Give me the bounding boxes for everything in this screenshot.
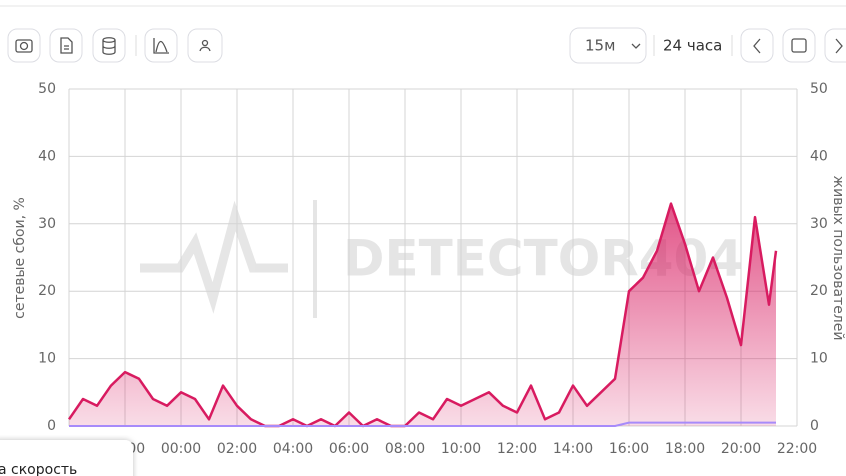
prev-button[interactable] (740, 28, 774, 63)
icon (631, 43, 641, 49)
x-tick-label: 16:00 (609, 441, 649, 457)
popup-text: а скорость (0, 462, 77, 476)
x-tick-label: 18:00 (665, 441, 705, 457)
x-tick-label: 12:00 (497, 441, 537, 457)
x-tick-label: 08:00 (385, 441, 425, 457)
icon (19, 41, 29, 51)
icon (15, 39, 33, 53)
x-tick-label: 06:00 (329, 441, 369, 457)
toolbar: 15м 24 часа (7, 27, 846, 64)
x-tick-label: 02:00 (217, 441, 257, 457)
x-tick-label: 00:00 (161, 441, 201, 457)
y-axis-title: сетевые сбои, % (12, 197, 28, 319)
popup-box (0, 440, 133, 476)
icon (835, 38, 843, 54)
icon (153, 38, 169, 54)
y-tick-label: 30 (38, 216, 56, 232)
line (69, 421, 776, 427)
x-tick-label: 10:00 (441, 441, 481, 457)
x-tick-label: 14:00 (553, 441, 593, 457)
icon (199, 46, 211, 52)
popup: а скорость (0, 440, 133, 476)
icon (201, 39, 209, 47)
y2-tick-label: 50 (810, 81, 828, 97)
area (69, 203, 776, 426)
icon (753, 38, 761, 54)
screenshot-button[interactable] (7, 28, 41, 63)
y2-axis-title: живых пользователей (830, 176, 846, 341)
y-tick-label: 20 (38, 283, 56, 299)
icon (791, 38, 807, 53)
calendar-button[interactable] (782, 28, 816, 63)
y-tick-label: 10 (38, 351, 56, 367)
icon (102, 37, 116, 55)
x-tick-label: 20:00 (721, 441, 761, 457)
plot: 0 10 20 30 40 50 0 10 20 30 40 50 22:00 00:00 02:00 04:… (38, 81, 828, 457)
watermark-logo (140, 200, 288, 314)
y2-tick-label: 30 (810, 216, 828, 232)
interval-value: 15м (585, 37, 615, 55)
icon (60, 37, 73, 54)
x-tick-label: 04:00 (273, 441, 313, 457)
y-tick-label: 40 (38, 148, 56, 164)
chart-button[interactable] (144, 28, 178, 63)
y2-tick-label: 10 (810, 351, 828, 367)
y2-tick-label: 40 (810, 148, 828, 164)
y2-tick-label: 20 (810, 283, 828, 299)
line (67, 202, 778, 428)
interval-select[interactable] (569, 27, 647, 64)
y2-tick-label: 0 (810, 418, 819, 434)
x-tick-label: 22:00 (777, 441, 817, 457)
range-value: 24 часа (663, 37, 722, 55)
y-tick-label: 0 (47, 418, 56, 434)
next-button[interactable] (824, 28, 846, 63)
y-tick-label: 50 (38, 81, 56, 97)
database-button[interactable] (92, 28, 126, 63)
